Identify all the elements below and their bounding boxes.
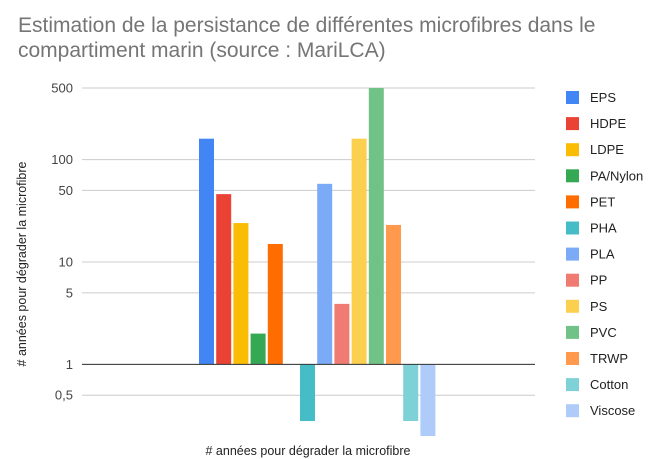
gridlines bbox=[82, 87, 535, 396]
legend-swatch bbox=[566, 273, 579, 287]
legend-swatch bbox=[566, 117, 579, 131]
y-tick-label: 10 bbox=[59, 255, 73, 270]
y-tick-label: 5 bbox=[66, 285, 73, 300]
legend-label: PA/Nylon bbox=[590, 168, 643, 183]
legend-label: EPS bbox=[590, 90, 616, 105]
y-tick-label: 100 bbox=[51, 152, 73, 167]
legend-swatch bbox=[566, 91, 579, 104]
bar-cotton bbox=[403, 364, 419, 422]
legend-swatch bbox=[566, 247, 579, 261]
legend-swatch bbox=[566, 299, 579, 313]
legend: EPS HDPE LDPE PA/Nylon PET PHA PLA PP PS PVC TRWP C… bbox=[566, 90, 643, 418]
legend-swatch bbox=[566, 221, 579, 235]
bar-viscose bbox=[420, 364, 436, 436]
legend-label: PS bbox=[590, 299, 608, 314]
legend-label: PP bbox=[590, 273, 607, 288]
legend-swatch bbox=[566, 195, 579, 209]
bars bbox=[199, 88, 436, 436]
bar-pet bbox=[267, 243, 283, 365]
legend-swatch bbox=[566, 169, 579, 183]
legend-label: TRWP bbox=[590, 351, 628, 366]
legend-swatch bbox=[566, 325, 579, 339]
legend-swatch bbox=[566, 404, 579, 418]
chart-title: Estimation de la persistance de différen… bbox=[18, 14, 596, 62]
bar-ps bbox=[351, 138, 367, 365]
bar-trwp bbox=[386, 224, 401, 365]
bar-eps bbox=[199, 138, 214, 365]
bar-hdpe bbox=[216, 194, 232, 365]
x-axis-label: # années pour dégrader la microfibre bbox=[206, 444, 411, 458]
y-tick-label: 50 bbox=[59, 183, 73, 198]
bar-pp bbox=[334, 303, 350, 365]
bar-pha bbox=[300, 364, 315, 422]
legend-label: LDPE bbox=[590, 142, 624, 157]
y-axis-ticks: 500 100 50 10 5 1 0,5 bbox=[51, 81, 73, 403]
legend-swatch bbox=[566, 143, 579, 157]
legend-swatch bbox=[566, 378, 579, 392]
legend-label: PVC bbox=[590, 325, 617, 340]
legend-label: PET bbox=[590, 194, 615, 209]
legend-label: PLA bbox=[590, 247, 615, 262]
bar-pvc bbox=[368, 88, 384, 365]
legend-label: HDPE bbox=[590, 116, 626, 131]
bar-pa-nylon bbox=[250, 333, 266, 365]
bar-pla bbox=[317, 183, 333, 365]
y-tick-label: 0,5 bbox=[55, 388, 73, 403]
legend-label: PHA bbox=[590, 221, 617, 236]
y-tick-label: 500 bbox=[51, 81, 73, 96]
legend-label: Viscose bbox=[590, 403, 635, 418]
legend-label: Cotton bbox=[590, 377, 628, 392]
y-axis-label: # années pour dégrader la microfibre bbox=[15, 161, 29, 366]
y-tick-label: 1 bbox=[66, 357, 73, 372]
bar-ldpe bbox=[233, 223, 249, 365]
legend-swatch bbox=[566, 352, 579, 365]
